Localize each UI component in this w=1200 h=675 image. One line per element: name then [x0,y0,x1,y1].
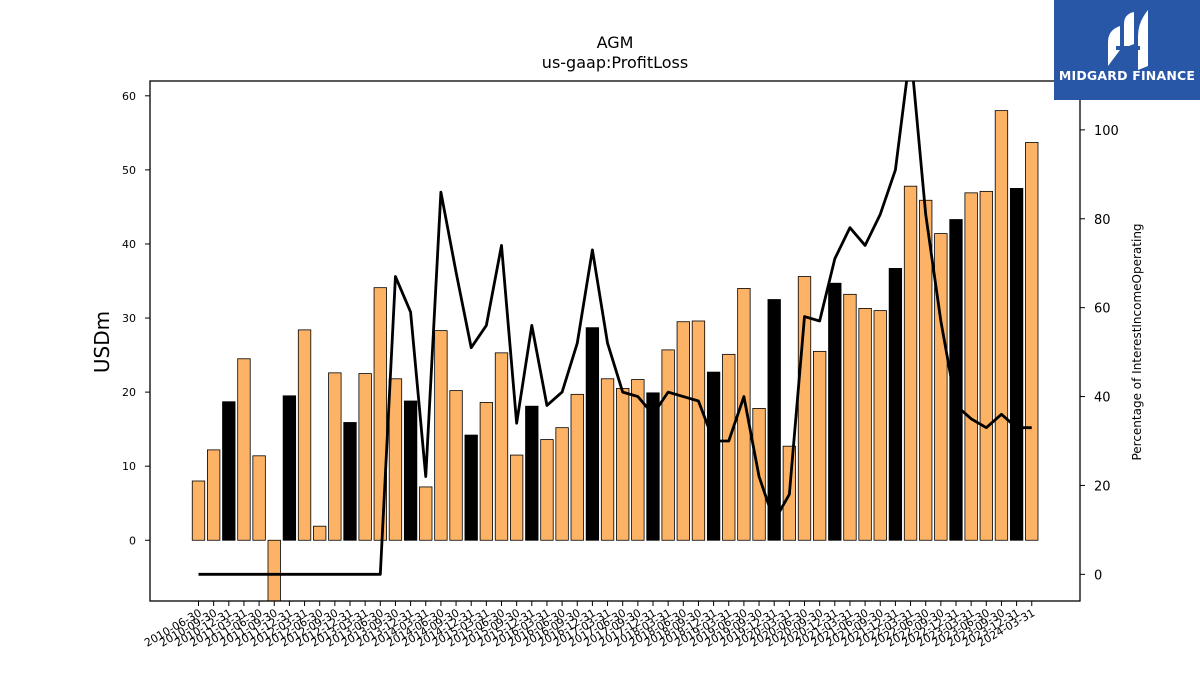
bar-series [191,110,1039,601]
bar [388,378,403,541]
bar [631,379,645,541]
bar [873,310,887,541]
bar [464,434,478,541]
bar [934,233,948,541]
y2-tick-label: 60 [1094,302,1111,317]
bar [994,110,1009,541]
bar [282,395,297,541]
chart-title: AGM [596,33,634,52]
line-series-path [198,81,1032,576]
bar [858,308,872,541]
bar [661,349,675,541]
bar [509,454,524,541]
bar [449,390,463,541]
y-tick-label: 20 [122,386,136,399]
bar [494,352,509,541]
axes: 01020304050600204060801002010-06-302010-… [122,80,1119,650]
bar [206,449,221,541]
bar [828,282,842,541]
y-tick-label: 50 [122,164,136,177]
bar [570,393,584,541]
bar [403,400,418,541]
bar [600,378,615,541]
bar [252,455,266,541]
bar [585,327,600,541]
plot-frame [149,80,1081,602]
bar [479,402,494,541]
bar [191,480,206,541]
bar [706,371,721,541]
y-tick-label: 30 [122,312,136,325]
bar [373,287,387,541]
bar [237,358,251,541]
bar [722,353,736,541]
bar [419,486,433,541]
y2-tick-label: 40 [1094,391,1111,406]
y-axis-label-left: USDm [90,310,114,374]
bar [646,392,660,541]
y-tick-label: 40 [122,238,136,251]
y2-tick-label: 80 [1094,213,1111,228]
y-tick-label: 60 [122,90,136,103]
y2-tick-label: 100 [1094,124,1119,139]
bar [888,268,903,541]
bar [691,320,706,541]
bar [616,388,630,541]
bar [297,329,312,541]
bar [222,401,236,541]
bar [1025,142,1039,541]
chart-subtitle: us-gaap:ProfitLoss [541,53,689,72]
brand-logo: MIDGARD FINANCE [1054,0,1200,100]
logo-text: MIDGARD FINANCE [1058,68,1196,83]
bar [813,350,827,541]
bar [964,192,978,541]
bar [328,372,342,541]
bar [949,219,963,541]
y-axis-label-right: Percentage of InterestIncomeOperating [1130,223,1144,461]
bar [555,427,569,541]
bar [343,422,357,541]
y-tick-label: 10 [122,460,136,473]
y2-tick-label: 0 [1094,568,1102,583]
bar [767,299,781,541]
bar [267,539,281,601]
bar [434,330,448,541]
y-tick-label: 0 [129,534,136,547]
bar [676,321,690,541]
bar [979,190,993,541]
bar [313,525,327,541]
bar [540,439,554,541]
line-series [198,81,1032,576]
bar [1009,188,1024,541]
midgard-logo-icon [1108,10,1148,70]
bar [525,405,539,541]
y2-tick-label: 20 [1094,479,1111,494]
bar [358,373,372,541]
bar [843,293,857,541]
bar [903,185,918,541]
